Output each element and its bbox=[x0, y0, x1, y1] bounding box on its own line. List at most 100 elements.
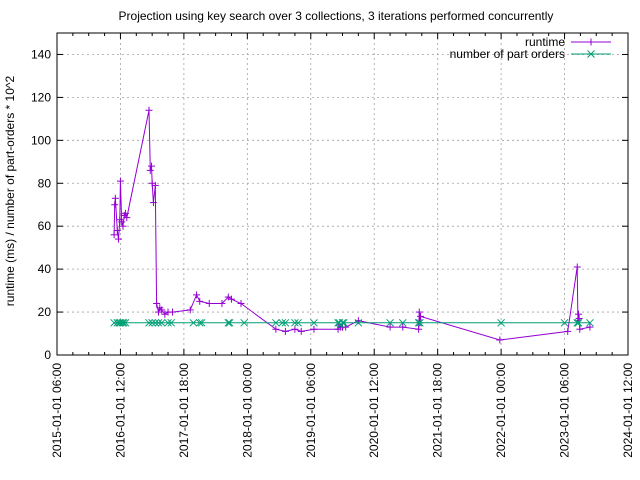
data-point bbox=[119, 222, 127, 230]
data-point bbox=[118, 318, 127, 327]
y-tick-label: 60 bbox=[38, 219, 52, 233]
data-point bbox=[116, 177, 124, 185]
data-point bbox=[189, 318, 198, 327]
y-tick-label: 20 bbox=[38, 305, 52, 319]
x-tick-label: 2021-01-01 18:00 bbox=[431, 363, 445, 458]
data-point bbox=[297, 327, 305, 335]
x-tick-label: 2016-01-01 12:00 bbox=[113, 363, 127, 458]
data-point bbox=[386, 323, 394, 331]
data-point bbox=[146, 166, 154, 174]
data-point bbox=[310, 318, 318, 327]
data-point bbox=[153, 299, 161, 307]
legend-entry: number of part orders bbox=[450, 47, 611, 61]
data-point bbox=[110, 231, 118, 239]
data-point bbox=[227, 295, 235, 303]
data-point bbox=[576, 325, 584, 333]
data-point bbox=[113, 226, 121, 234]
data-point bbox=[237, 299, 245, 307]
data-point bbox=[122, 209, 130, 217]
data-point bbox=[575, 310, 583, 318]
data-point bbox=[417, 312, 425, 320]
data-point bbox=[149, 199, 157, 207]
x-tick-label: 2023-01-01 06:00 bbox=[558, 363, 572, 458]
data-point bbox=[240, 318, 249, 327]
data-point bbox=[168, 308, 176, 316]
y-tick-label: 100 bbox=[31, 133, 51, 147]
legend-label: number of part orders bbox=[450, 47, 565, 61]
data-point bbox=[587, 38, 595, 46]
data-point bbox=[272, 325, 280, 333]
data-point bbox=[154, 318, 163, 327]
data-point bbox=[281, 318, 290, 327]
data-point bbox=[386, 318, 394, 327]
data-point bbox=[121, 318, 130, 327]
data-point bbox=[186, 306, 194, 314]
data-point bbox=[564, 327, 572, 335]
data-point bbox=[573, 263, 581, 271]
grid bbox=[57, 33, 628, 355]
data-point bbox=[145, 318, 153, 327]
axis-ticks: 0 20 40 60 80 100 120 140 2015-01-01 06:00 2016-0… bbox=[31, 33, 635, 458]
data-point bbox=[196, 297, 204, 305]
data-point bbox=[415, 308, 423, 316]
data-point bbox=[151, 318, 160, 327]
y-tick-label: 120 bbox=[31, 90, 51, 104]
data-point bbox=[205, 299, 213, 307]
legend-label: runtime bbox=[525, 35, 565, 49]
data-point bbox=[197, 318, 206, 327]
series-part-orders bbox=[110, 318, 594, 329]
data-point bbox=[119, 318, 128, 327]
data-point bbox=[118, 218, 126, 226]
data-point bbox=[193, 291, 201, 299]
y-tick-label: 0 bbox=[44, 348, 51, 362]
data-point bbox=[225, 318, 234, 327]
plot-frame bbox=[56, 32, 629, 356]
data-point bbox=[338, 318, 347, 327]
x-tick-label: 2019-01-01 06:00 bbox=[304, 363, 318, 458]
data-point bbox=[145, 106, 153, 114]
x-tick-label: 2015-01-01 06:00 bbox=[50, 363, 64, 458]
data-point bbox=[415, 325, 423, 333]
data-point bbox=[291, 318, 299, 327]
data-point bbox=[586, 318, 594, 327]
data-point bbox=[115, 235, 123, 243]
data-point bbox=[291, 325, 299, 333]
x-tick-label: 2020-01-01 12:00 bbox=[367, 363, 381, 458]
y-tick-label: 40 bbox=[38, 262, 52, 276]
y-tick-label: 80 bbox=[38, 176, 52, 190]
data-point bbox=[586, 323, 594, 331]
x-tick-label: 2017-01-01 18:00 bbox=[177, 363, 191, 458]
data-point bbox=[158, 306, 166, 314]
series bbox=[110, 106, 594, 344]
data-point bbox=[111, 201, 119, 209]
data-point bbox=[587, 50, 595, 58]
data-point bbox=[496, 336, 504, 344]
data-point bbox=[497, 318, 505, 327]
series-line bbox=[113, 110, 591, 341]
data-point bbox=[148, 162, 156, 170]
data-point bbox=[111, 194, 119, 202]
data-point bbox=[151, 181, 159, 189]
chart-title: Projection using key search over 3 colle… bbox=[119, 9, 554, 23]
data-point bbox=[573, 318, 582, 327]
data-point bbox=[148, 318, 157, 327]
data-point bbox=[272, 318, 280, 327]
series-runtime bbox=[110, 106, 594, 344]
data-point bbox=[560, 318, 569, 327]
data-point bbox=[195, 318, 204, 327]
data-point bbox=[310, 325, 318, 333]
y-tick-label: 140 bbox=[31, 47, 51, 61]
data-point bbox=[294, 318, 302, 327]
data-point bbox=[339, 318, 348, 327]
data-point bbox=[399, 323, 407, 331]
data-point bbox=[123, 214, 131, 222]
data-point bbox=[218, 299, 226, 307]
x-tick-label: 2022-01-01 00:00 bbox=[494, 363, 508, 458]
data-point bbox=[278, 318, 287, 327]
data-point bbox=[414, 318, 423, 327]
data-point bbox=[224, 318, 233, 327]
data-point bbox=[164, 318, 172, 327]
data-point bbox=[354, 318, 363, 327]
